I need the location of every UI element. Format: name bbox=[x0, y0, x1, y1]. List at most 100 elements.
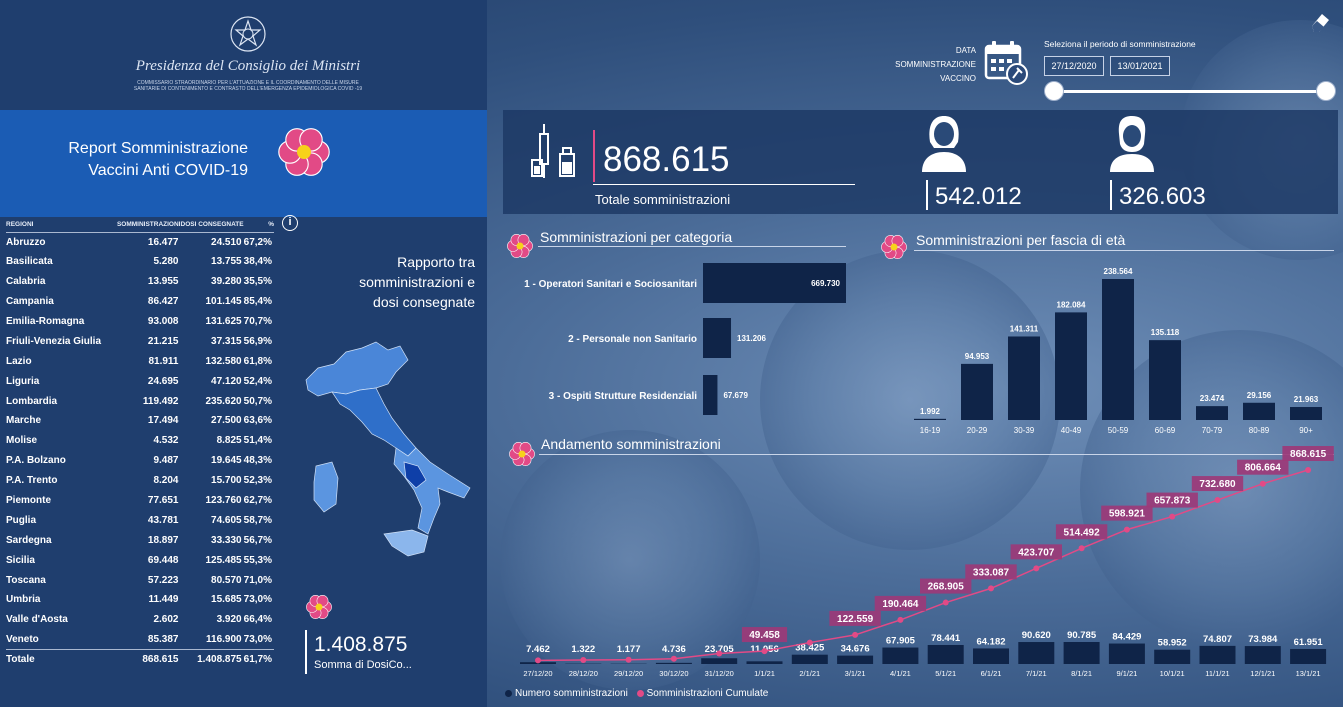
table-row[interactable]: Liguria 24.695 47.120 52,4% bbox=[6, 371, 274, 391]
table-row[interactable]: Sardegna 18.897 33.330 56,7% bbox=[6, 530, 274, 550]
trend-bar[interactable] bbox=[973, 648, 1009, 664]
table-row[interactable]: Veneto 85.387 116.900 73,0% bbox=[6, 630, 274, 650]
table-row[interactable]: Molise 4.532 8.825 51,4% bbox=[6, 431, 274, 451]
eta-bar[interactable] bbox=[914, 418, 946, 420]
cumulative-point[interactable] bbox=[670, 655, 677, 662]
date-slider-track[interactable] bbox=[1054, 90, 1326, 93]
cumulative-point[interactable] bbox=[535, 657, 541, 664]
trend-bar[interactable] bbox=[1244, 646, 1281, 664]
trend-bar[interactable] bbox=[837, 655, 874, 664]
trend-bar[interactable] bbox=[882, 647, 919, 664]
date-to-input[interactable]: 13/01/2021 bbox=[1110, 56, 1170, 76]
cumulative-point[interactable] bbox=[1214, 497, 1221, 504]
trend-bar[interactable] bbox=[1290, 648, 1327, 664]
region-table-header-cell[interactable]: % bbox=[243, 218, 274, 233]
cumulative-point[interactable] bbox=[1078, 545, 1085, 552]
cumulative-value-label: 190.464 bbox=[882, 599, 919, 610]
trend-bar[interactable] bbox=[1108, 643, 1145, 664]
table-total-row[interactable]: Totale 868.615 1.408.875 61,7% bbox=[6, 649, 274, 670]
table-row[interactable]: Puglia 43.781 74.605 58,7% bbox=[6, 510, 274, 530]
date-from-input[interactable]: 27/12/2020 bbox=[1044, 56, 1104, 76]
cumulative-point[interactable] bbox=[716, 650, 723, 657]
date-slider-end-handle[interactable] bbox=[1316, 81, 1336, 101]
table-row[interactable]: Lombardia 119.492 235.620 50,7% bbox=[6, 391, 274, 411]
trend-bar[interactable] bbox=[1018, 642, 1055, 664]
categoria-bar[interactable] bbox=[703, 318, 732, 358]
trend-date-label: 6/1/21 bbox=[981, 669, 1002, 678]
table-cell: Umbria bbox=[6, 594, 41, 606]
categoria-value-label: 67.679 bbox=[723, 391, 748, 400]
eta-bar[interactable] bbox=[1008, 336, 1040, 420]
table-row[interactable]: Basilicata 5.280 13.755 38,4% bbox=[6, 252, 274, 272]
cumulative-point[interactable] bbox=[806, 639, 813, 646]
trend-bar[interactable] bbox=[791, 654, 828, 664]
table-row[interactable]: Sicilia 69.448 125.485 55,3% bbox=[6, 550, 274, 570]
table-cell: Basilicata bbox=[6, 256, 53, 268]
table-cell: 11.449 bbox=[148, 594, 179, 606]
region-table-header-cell[interactable]: REGIONI bbox=[6, 218, 102, 233]
trend-bar-value-label: 1.322 bbox=[571, 644, 595, 655]
table-row[interactable]: Umbria 11.449 15.685 73,0% bbox=[6, 590, 274, 610]
eta-bar[interactable] bbox=[1290, 407, 1322, 420]
table-row[interactable]: Calabria 13.955 39.280 35,5% bbox=[6, 272, 274, 292]
cumulative-point[interactable] bbox=[1123, 526, 1130, 533]
eta-bar[interactable] bbox=[1102, 279, 1134, 420]
table-row[interactable]: Marche 17.494 27.500 63,6% bbox=[6, 411, 274, 431]
table-row[interactable]: Friuli-Venezia Giulia 21.215 37.315 56,9% bbox=[6, 331, 274, 351]
cumulative-point[interactable] bbox=[1259, 480, 1266, 487]
region-table-header-cell[interactable]: SOMMINISTRAZIONI bbox=[101, 218, 181, 233]
cumulative-point[interactable] bbox=[897, 616, 904, 623]
map-region-campania[interactable] bbox=[403, 461, 427, 489]
cumulative-point[interactable] bbox=[625, 656, 632, 663]
table-cell: 81.911 bbox=[148, 355, 179, 367]
male-value: 326.603 bbox=[1119, 183, 1206, 210]
categoria-bar[interactable] bbox=[703, 375, 718, 415]
eta-bar[interactable] bbox=[1243, 402, 1275, 420]
region-table-header-cell[interactable]: DOSI CONSEGNATE bbox=[180, 218, 244, 233]
date-slider-start-handle[interactable] bbox=[1044, 81, 1064, 101]
cumulative-point[interactable] bbox=[580, 657, 587, 664]
trend-bar[interactable] bbox=[701, 658, 738, 664]
table-cell: Sardegna bbox=[6, 534, 52, 546]
cumulative-label-box bbox=[1237, 459, 1289, 475]
trend-bar[interactable] bbox=[1063, 642, 1100, 664]
table-row[interactable]: Lazio 81.911 132.580 61,8% bbox=[6, 351, 274, 371]
cumulative-point[interactable] bbox=[852, 631, 859, 638]
trend-bar[interactable] bbox=[1199, 645, 1236, 664]
cumulative-label-box bbox=[1101, 505, 1153, 521]
table-row[interactable]: Abruzzo 16.477 24.510 67,2% bbox=[6, 232, 274, 252]
cumulative-point[interactable] bbox=[1305, 467, 1312, 473]
cumulative-point[interactable] bbox=[761, 648, 768, 655]
categoria-bar[interactable] bbox=[703, 263, 846, 303]
table-row[interactable]: Emilia-Romagna 93.008 131.625 70,7% bbox=[6, 312, 274, 332]
table-cell: 43.781 bbox=[147, 514, 179, 526]
cumulative-point[interactable] bbox=[1169, 513, 1176, 520]
map-region-sicilia[interactable] bbox=[383, 529, 429, 557]
eta-bar[interactable] bbox=[1055, 312, 1087, 420]
table-row[interactable]: P.A. Bolzano 9.487 19.645 48,3% bbox=[6, 451, 274, 471]
eraser-icon[interactable] bbox=[1308, 10, 1332, 34]
eta-value-label: 23.474 bbox=[1200, 394, 1225, 403]
cumulative-point[interactable] bbox=[1033, 565, 1040, 572]
table-row[interactable]: Piemonte 77.651 123.760 62,7% bbox=[6, 491, 274, 511]
table-row[interactable]: Campania 86.427 101.145 85,4% bbox=[6, 292, 274, 312]
trend-bar[interactable] bbox=[746, 661, 783, 664]
map-region-sardegna[interactable] bbox=[313, 461, 339, 513]
trend-bar[interactable] bbox=[1154, 649, 1191, 664]
table-row[interactable]: Toscana 57.223 80.570 71,0% bbox=[6, 570, 274, 590]
eta-bar[interactable] bbox=[961, 363, 993, 420]
eta-value-label: 135.118 bbox=[1151, 328, 1180, 337]
table-row[interactable]: Valle d'Aosta 2.602 3.920 66,4% bbox=[6, 610, 274, 630]
eta-bar[interactable] bbox=[1196, 406, 1228, 420]
eta-category-label: 40-49 bbox=[1061, 426, 1082, 435]
map-region-north[interactable] bbox=[305, 341, 409, 397]
cumulative-point[interactable] bbox=[942, 599, 949, 606]
italy-map[interactable] bbox=[288, 338, 478, 568]
info-icon[interactable]: i bbox=[282, 215, 298, 231]
cumulative-point[interactable] bbox=[988, 585, 994, 592]
table-row[interactable]: P.A. Trento 8.204 15.700 52,3% bbox=[6, 471, 274, 491]
eta-bar[interactable] bbox=[1149, 340, 1181, 420]
table-cell: 235.620 bbox=[205, 395, 242, 407]
trend-bar[interactable] bbox=[655, 662, 692, 664]
trend-bar[interactable] bbox=[927, 644, 964, 664]
